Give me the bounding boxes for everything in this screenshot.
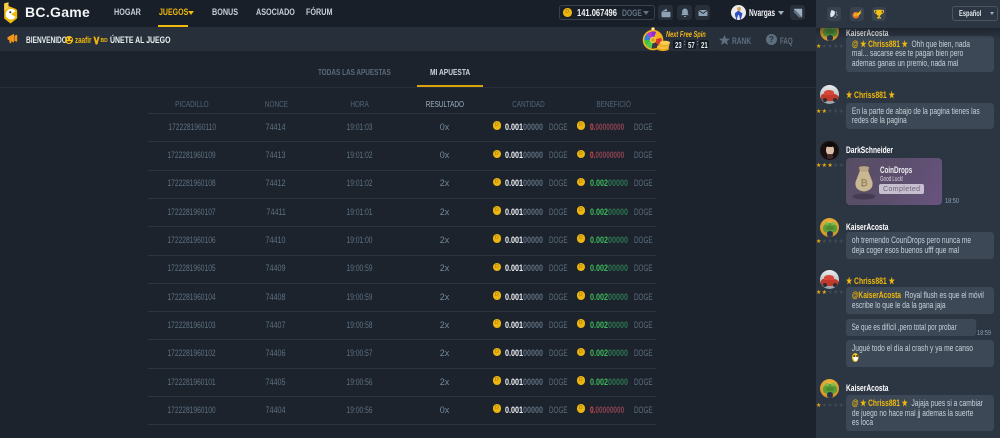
svg-text:₿: ₿ (860, 178, 868, 189)
